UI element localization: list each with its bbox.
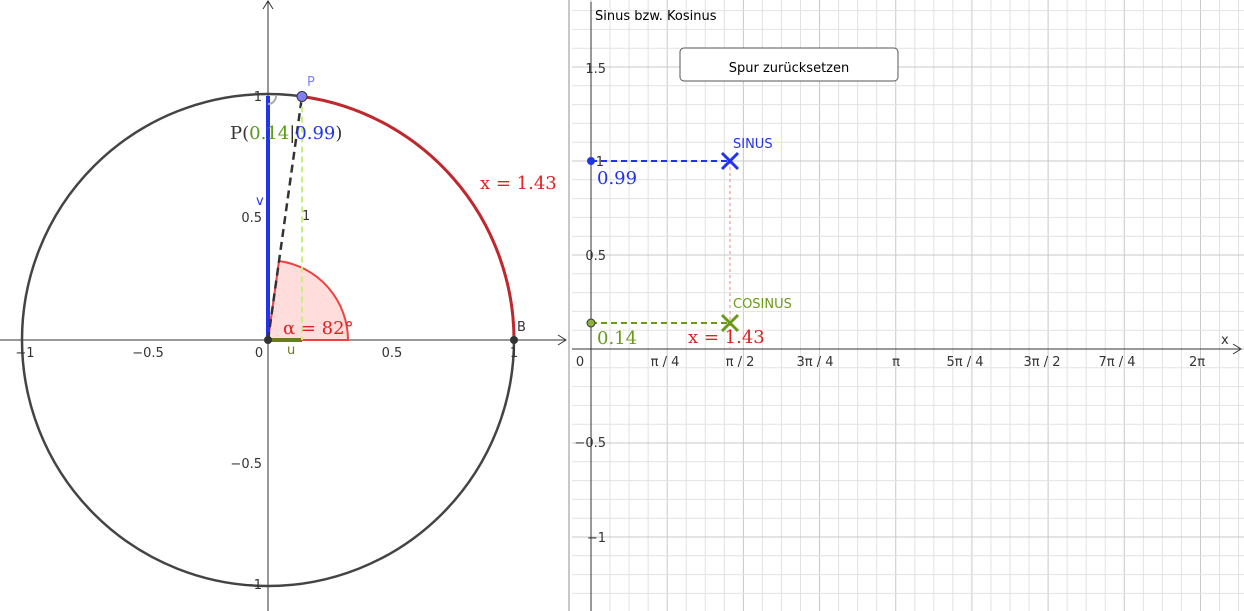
y-tick-label: 1 xyxy=(254,90,262,105)
sinus-point xyxy=(720,151,740,171)
coord-y: 0.99 xyxy=(295,123,335,144)
x-value: x = 1.43 xyxy=(688,327,765,348)
y-tick-label: 1.5 xyxy=(585,62,606,77)
coord-x: 0.14 xyxy=(249,123,289,144)
y-tick-label: −1 xyxy=(243,578,262,593)
x-tick-label: 0 xyxy=(576,355,584,370)
x-tick-label: 1 xyxy=(510,346,518,361)
sinus-label: SINUS xyxy=(733,137,773,152)
y-tick-label: −0.5 xyxy=(230,457,262,472)
segment-label: u xyxy=(287,343,295,358)
x-tick-label: 0 xyxy=(255,346,263,361)
sinus-axis-point xyxy=(587,157,595,165)
grid xyxy=(572,0,1244,611)
arc-label: x = 1.43 xyxy=(480,173,557,194)
reset-button[interactable]: Spur zurücksetzen xyxy=(679,47,899,82)
radius-label: 1 xyxy=(302,209,310,224)
x-tick-label: π / 4 xyxy=(651,355,680,370)
angle-sector xyxy=(266,259,350,341)
point-label: P xyxy=(307,75,315,90)
coord-text: | xyxy=(289,123,295,144)
x-tick-label: 0.5 xyxy=(382,346,403,361)
right-tick-labels: 0 π / 4 π / 2 3π / 4 π 5π / 4 3π / 2 7π … xyxy=(574,62,1205,546)
x-tick-label: −1 xyxy=(15,346,34,361)
origin-point xyxy=(264,336,272,344)
x-tick-label: 3π / 2 xyxy=(1023,355,1060,370)
right-angle xyxy=(267,95,277,105)
axis-name: x xyxy=(1221,333,1229,348)
point-p xyxy=(296,91,308,102)
x-tick-label: 5π / 4 xyxy=(946,355,983,370)
cosinus-axis-point xyxy=(586,318,596,328)
x-tick-label: −0.5 xyxy=(132,346,164,361)
cosinus-point xyxy=(720,313,740,333)
point-coordinates: P(0.14|0.99) xyxy=(230,123,342,144)
y-tick-label: −0.5 xyxy=(574,436,606,451)
left-tick-labels: −1 −0.5 0 0.5 1 1 0.5 −0.5 −1 xyxy=(15,90,518,593)
x-tick-label: 7π / 4 xyxy=(1098,355,1135,370)
angle-label: α = 82° xyxy=(283,318,354,339)
coord-text: P( xyxy=(230,123,249,144)
y-tick-label: 1 xyxy=(596,155,604,170)
segment-label: v xyxy=(256,194,264,209)
x-tick-label: π / 2 xyxy=(726,355,755,370)
sin-value: 0.99 xyxy=(597,168,637,189)
arc xyxy=(301,95,516,341)
y-tick-label: 0.5 xyxy=(585,249,606,264)
y-tick-label: −1 xyxy=(587,531,606,546)
x-tick-label: 2π xyxy=(1189,355,1205,370)
point-b xyxy=(510,336,518,344)
cos-value: 0.14 xyxy=(597,328,637,349)
coord-text: ) xyxy=(335,123,342,144)
view-title: Sinus bzw. Kosinus xyxy=(595,9,717,24)
radius xyxy=(266,96,304,341)
cosinus-label: COSINUS xyxy=(733,297,792,312)
button-label[interactable]: Spur zurücksetzen xyxy=(729,61,849,76)
x-tick-label: π xyxy=(892,355,900,370)
x-axis-arrow xyxy=(557,334,567,346)
point-label: B xyxy=(517,320,526,335)
button-frame[interactable] xyxy=(679,47,899,82)
y-tick-label: 0.5 xyxy=(241,211,262,226)
x-tick-label: 3π / 4 xyxy=(796,355,833,370)
y-axis-arrow xyxy=(262,0,274,10)
x-axis-arrow xyxy=(1232,343,1242,355)
